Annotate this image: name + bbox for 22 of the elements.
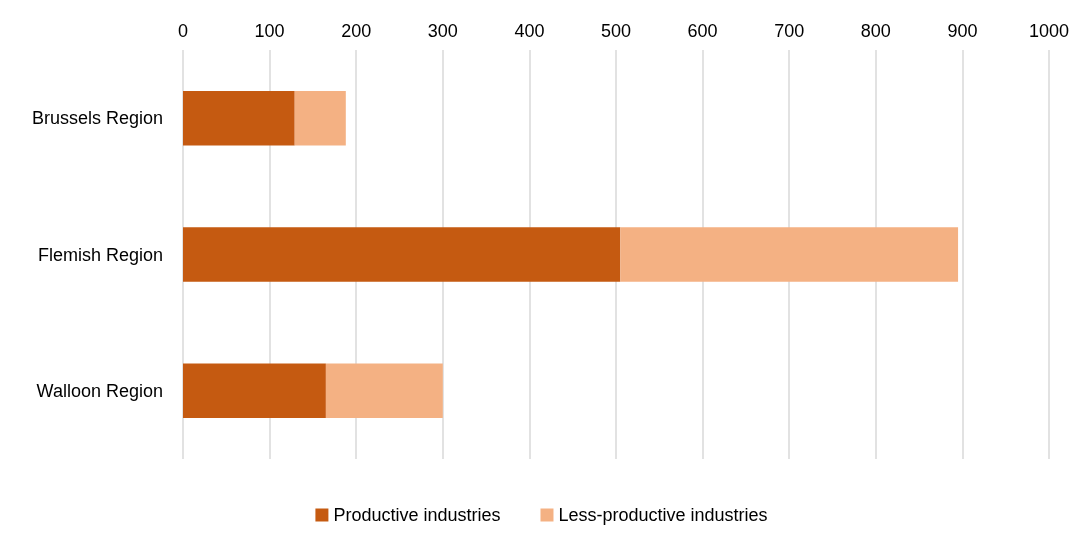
y-tick-label: Flemish Region: [37, 244, 163, 265]
bar: [183, 363, 326, 419]
x-tick-label: 200: [341, 21, 372, 41]
x-tick-label: 800: [860, 21, 891, 41]
x-tick-label: 100: [254, 21, 285, 41]
x-tick-label: 900: [947, 21, 978, 41]
legend-label: Productive industries: [333, 505, 501, 525]
y-tick-label: Walloon Region: [36, 380, 163, 401]
y-tick-label: Brussels Region: [31, 108, 163, 129]
x-tick-label: 700: [774, 21, 805, 41]
x-tick-label: 300: [427, 21, 458, 41]
bar: [183, 90, 295, 146]
x-tick-label: 400: [514, 21, 545, 41]
bar: [620, 227, 959, 282]
x-tick-label: 500: [600, 21, 632, 41]
x-tick-label: 0: [177, 21, 189, 41]
legend-label: Less-productive industries: [558, 505, 768, 525]
bar: [183, 227, 621, 282]
x-tick-label: 600: [687, 21, 718, 41]
bar: [325, 363, 443, 419]
x-tick-label: 1000: [1028, 21, 1070, 41]
bar: [294, 90, 346, 146]
